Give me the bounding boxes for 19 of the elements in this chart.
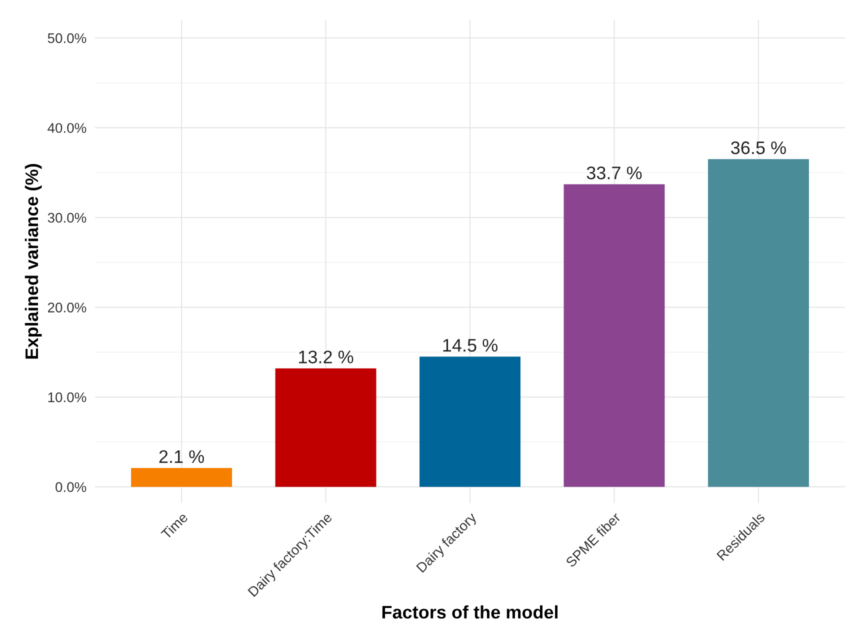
y-tick-label: 30.0%: [48, 212, 86, 223]
y-tick-label: 50.0%: [48, 33, 86, 44]
y-tick-label: 40.0%: [48, 123, 86, 133]
bar: [708, 159, 809, 487]
bar: [131, 468, 232, 487]
data-label: 33.7 %: [586, 166, 642, 180]
y-tick-label: 0.0%: [56, 482, 86, 492]
data-label: 13.2 %: [299, 350, 354, 364]
y-axis-title: Explained variance (%): [24, 164, 42, 359]
bar: [564, 184, 665, 487]
y-tick-label: 20.0%: [48, 302, 86, 312]
data-label: 36.5 %: [731, 141, 786, 154]
data-label: 14.5 %: [443, 339, 498, 352]
data-label: 2.1 %: [159, 450, 204, 463]
bar: [420, 356, 520, 487]
x-axis-title: Factors of the model: [382, 605, 558, 619]
bar: [275, 368, 376, 487]
x-tick-label: Time: [160, 512, 188, 540]
y-tick-label: 10.0%: [48, 392, 86, 402]
